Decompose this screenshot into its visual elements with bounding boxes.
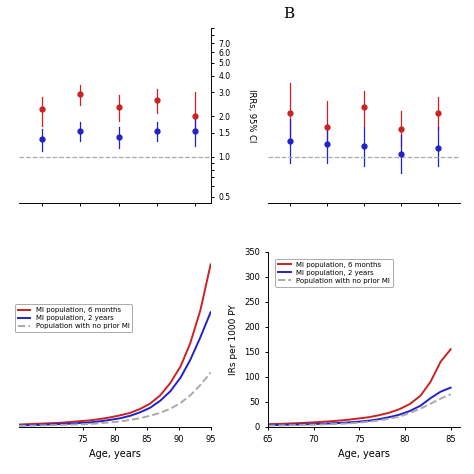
X-axis label: Age, years: Age, years <box>338 449 390 459</box>
Y-axis label: IRs per 1000 PY: IRs per 1000 PY <box>229 304 238 374</box>
Legend: MI population, 6 months, MI population, 2 years, Population with no prior MI: MI population, 6 months, MI population, … <box>275 259 393 287</box>
Y-axis label: IRRs, 95% CI: IRRs, 95% CI <box>247 89 256 143</box>
Legend: MI population, 6 months, MI population, 2 years, Population with no prior MI: MI population, 6 months, MI population, … <box>15 304 132 332</box>
Text: B: B <box>283 8 294 21</box>
X-axis label: Age, years: Age, years <box>89 449 141 459</box>
